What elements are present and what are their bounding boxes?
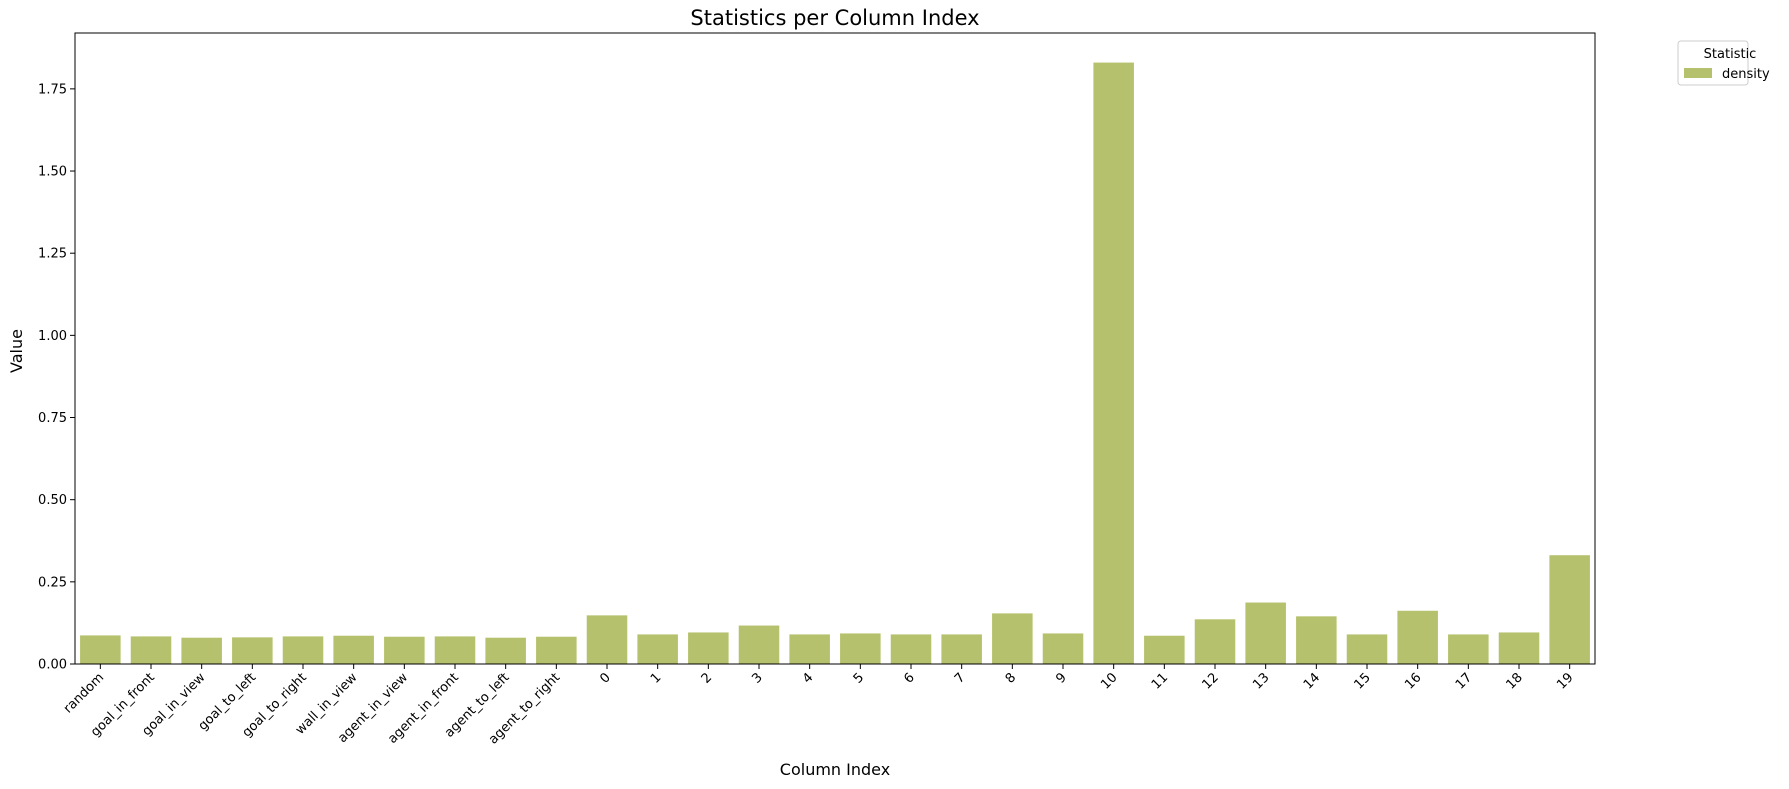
x-axis-label: Column Index bbox=[780, 760, 890, 779]
bar-goal-in-view bbox=[181, 637, 222, 664]
bar-18 bbox=[1498, 632, 1540, 664]
bars-group bbox=[80, 62, 1590, 664]
bar-19 bbox=[1549, 555, 1590, 664]
bar-agent-to-left bbox=[485, 637, 526, 664]
plot-frame bbox=[74, 32, 1596, 665]
bar-16 bbox=[1397, 610, 1438, 664]
x-tick-label: 16 bbox=[1402, 670, 1424, 692]
bar-9 bbox=[1042, 633, 1084, 664]
x-tick-label: 12 bbox=[1200, 670, 1222, 692]
y-tick-label: 0.75 bbox=[38, 411, 67, 426]
bar-0 bbox=[586, 615, 628, 664]
x-tick-label: 15 bbox=[1352, 670, 1374, 692]
x-tick-label: 9 bbox=[1053, 670, 1069, 686]
bar-1 bbox=[637, 634, 678, 664]
bar-goal-in-front bbox=[130, 636, 172, 664]
legend-title: Statistic bbox=[1704, 47, 1757, 62]
legend-swatch-density bbox=[1684, 68, 1712, 78]
x-tick-label: 14 bbox=[1301, 670, 1323, 692]
x-tick-label: 13 bbox=[1250, 670, 1272, 692]
x-tick-label: 3 bbox=[749, 670, 765, 686]
x-tick-label: 7 bbox=[952, 670, 968, 686]
bar-3 bbox=[738, 625, 780, 664]
bar-agent-to-right bbox=[536, 636, 577, 664]
y-tick-label: 0.50 bbox=[38, 493, 67, 508]
y-tick-label: 1.50 bbox=[38, 165, 67, 180]
y-tick-label: 1.75 bbox=[38, 82, 67, 97]
bar-10 bbox=[1093, 62, 1134, 664]
bar-6 bbox=[890, 634, 932, 664]
y-tick-label: 1.25 bbox=[38, 247, 67, 262]
bar-goal-to-right bbox=[282, 636, 324, 664]
x-tick-label: 19 bbox=[1554, 670, 1576, 692]
bar-2 bbox=[688, 632, 729, 664]
bar-7 bbox=[941, 634, 982, 664]
x-tick-label: 2 bbox=[699, 670, 715, 686]
bar-5 bbox=[840, 633, 881, 664]
y-tick-label: 1.00 bbox=[38, 329, 67, 344]
x-tick-label: 8 bbox=[1003, 670, 1019, 686]
x-tick-label: random bbox=[61, 670, 107, 716]
x-tick-label: 5 bbox=[851, 670, 867, 686]
y-axis-label: Value bbox=[7, 329, 26, 373]
x-tick-label: 17 bbox=[1453, 670, 1475, 692]
bar-wall-in-view bbox=[333, 635, 374, 664]
x-tick-label: 6 bbox=[901, 670, 917, 686]
legend: Statistic density bbox=[1677, 40, 1770, 86]
legend-label-density: density bbox=[1722, 67, 1770, 82]
x-axis: randomgoal_in_frontgoal_in_viewgoal_to_l… bbox=[61, 664, 1576, 747]
x-tick-label: 10 bbox=[1098, 670, 1120, 692]
bar-4 bbox=[789, 634, 830, 664]
bar-14 bbox=[1296, 616, 1337, 664]
y-tick-label: 0.25 bbox=[38, 575, 67, 590]
bar-15 bbox=[1346, 634, 1388, 664]
bar-goal-to-left bbox=[232, 637, 273, 664]
bar-17 bbox=[1448, 634, 1489, 664]
x-tick-label: 11 bbox=[1149, 670, 1171, 692]
bar-agent-in-view bbox=[384, 636, 425, 664]
y-axis: 0.00 0.25 0.50 0.75 1.00 1.25 1.50 1.75 bbox=[38, 82, 75, 673]
x-tick-label: 18 bbox=[1504, 670, 1526, 692]
x-tick-label: 4 bbox=[800, 670, 816, 686]
x-tick-label: 1 bbox=[648, 670, 664, 686]
bar-agent-in-front bbox=[434, 636, 476, 664]
bar-13 bbox=[1245, 602, 1286, 664]
bar-8 bbox=[992, 613, 1033, 664]
x-tick-label: 0 bbox=[597, 670, 613, 686]
y-tick-label: 0.00 bbox=[38, 658, 67, 673]
bar-random bbox=[80, 635, 121, 664]
chart-title: Statistics per Column Index bbox=[690, 6, 979, 30]
bar-12 bbox=[1194, 619, 1236, 664]
bar-11 bbox=[1144, 635, 1185, 664]
